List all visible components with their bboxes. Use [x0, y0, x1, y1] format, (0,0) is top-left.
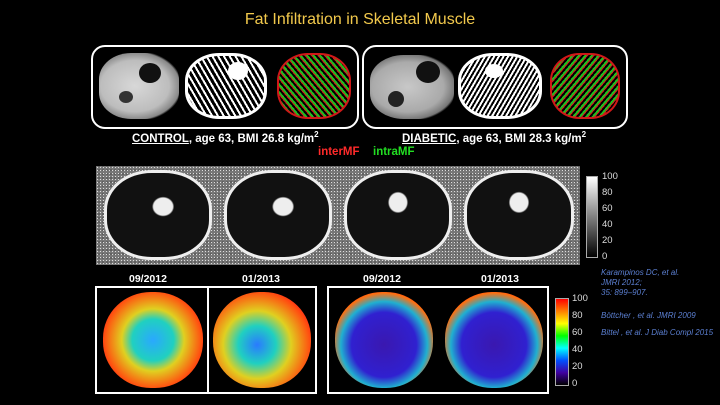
diabetic-fat-map [550, 53, 620, 119]
diabetic-superscript: 2 [581, 130, 587, 139]
control-image-panel [91, 45, 359, 129]
slide-title: Fat Infiltration in Skeletal Muscle [244, 11, 476, 28]
diabetic-color-maps [327, 286, 549, 394]
gray-tick: 60 [602, 203, 613, 214]
control-gray-image-1 [104, 170, 212, 260]
control-color-map-1 [103, 292, 203, 388]
fat-fraction-colorbar [555, 298, 569, 386]
color-tick: 0 [572, 378, 578, 389]
color-tick: 80 [572, 310, 583, 321]
gray-tick: 100 [602, 171, 618, 182]
diabetic-segmented-image [458, 53, 542, 119]
reference-line: Karampinos DC, et al. [601, 268, 680, 277]
control-color-map-2 [213, 292, 311, 388]
gray-tick: 0 [602, 251, 608, 262]
diabetic-description: , age 63, BMI 28.3 kg/m [456, 132, 582, 145]
color-tick: 20 [572, 361, 583, 372]
control-t1-image [99, 53, 179, 119]
diabetic-t1-image [370, 55, 454, 119]
control-label: CONTROL [132, 132, 189, 145]
color-tick: 40 [572, 344, 583, 355]
date-label: 01/2013 [242, 273, 280, 285]
diabetic-label: DIABETIC [402, 132, 457, 145]
gray-tick: 80 [602, 187, 613, 198]
grayscale-mri-strip [96, 166, 580, 265]
colorbar-ticks: 100 80 60 40 20 0 [572, 293, 602, 389]
control-segmented-image [185, 53, 267, 119]
control-gray-image-2 [224, 170, 332, 260]
diabetic-gray-image-1 [344, 170, 452, 260]
gray-tick: 40 [602, 219, 613, 230]
intramf-legend: intraMF [373, 146, 415, 158]
control-description: , age 63, BMI 26.8 kg/m [188, 132, 315, 145]
date-label: 09/2012 [129, 273, 167, 285]
reference-bottcher: Böttcher , et al. JMRI 2009 [601, 311, 696, 320]
color-tick: 100 [572, 293, 588, 304]
date-label: 09/2012 [363, 273, 401, 285]
grayscale-colorbar [586, 176, 598, 258]
diabetic-caption: DIABETIC, age 63, BMI 28.3 kg/m2 [402, 130, 586, 145]
color-tick: 60 [572, 327, 583, 338]
date-label: 01/2013 [481, 273, 519, 285]
gray-tick: 20 [602, 235, 613, 246]
diabetic-image-panel [362, 45, 628, 129]
diabetic-color-map-2 [445, 292, 543, 388]
control-color-maps [95, 286, 317, 394]
reference-line: 35: 899–907. [601, 288, 648, 297]
reference-bittel: Bittel , et al. J Diab Compl 2015 [601, 328, 714, 337]
grayscale-ticks: 100 80 60 40 20 0 [602, 171, 632, 262]
intermf-legend: interMF [318, 146, 360, 158]
control-fat-map [277, 53, 351, 119]
diabetic-color-map-1 [335, 292, 433, 388]
control-superscript: 2 [314, 130, 319, 139]
reference-karampinos: Karampinos DC, et al. JMRI 2012; 35: 899… [601, 268, 717, 298]
control-caption: CONTROL, age 63, BMI 26.8 kg/m2 [132, 130, 319, 145]
reference-line: JMRI 2012; [601, 278, 642, 287]
diabetic-gray-image-2 [464, 170, 574, 260]
